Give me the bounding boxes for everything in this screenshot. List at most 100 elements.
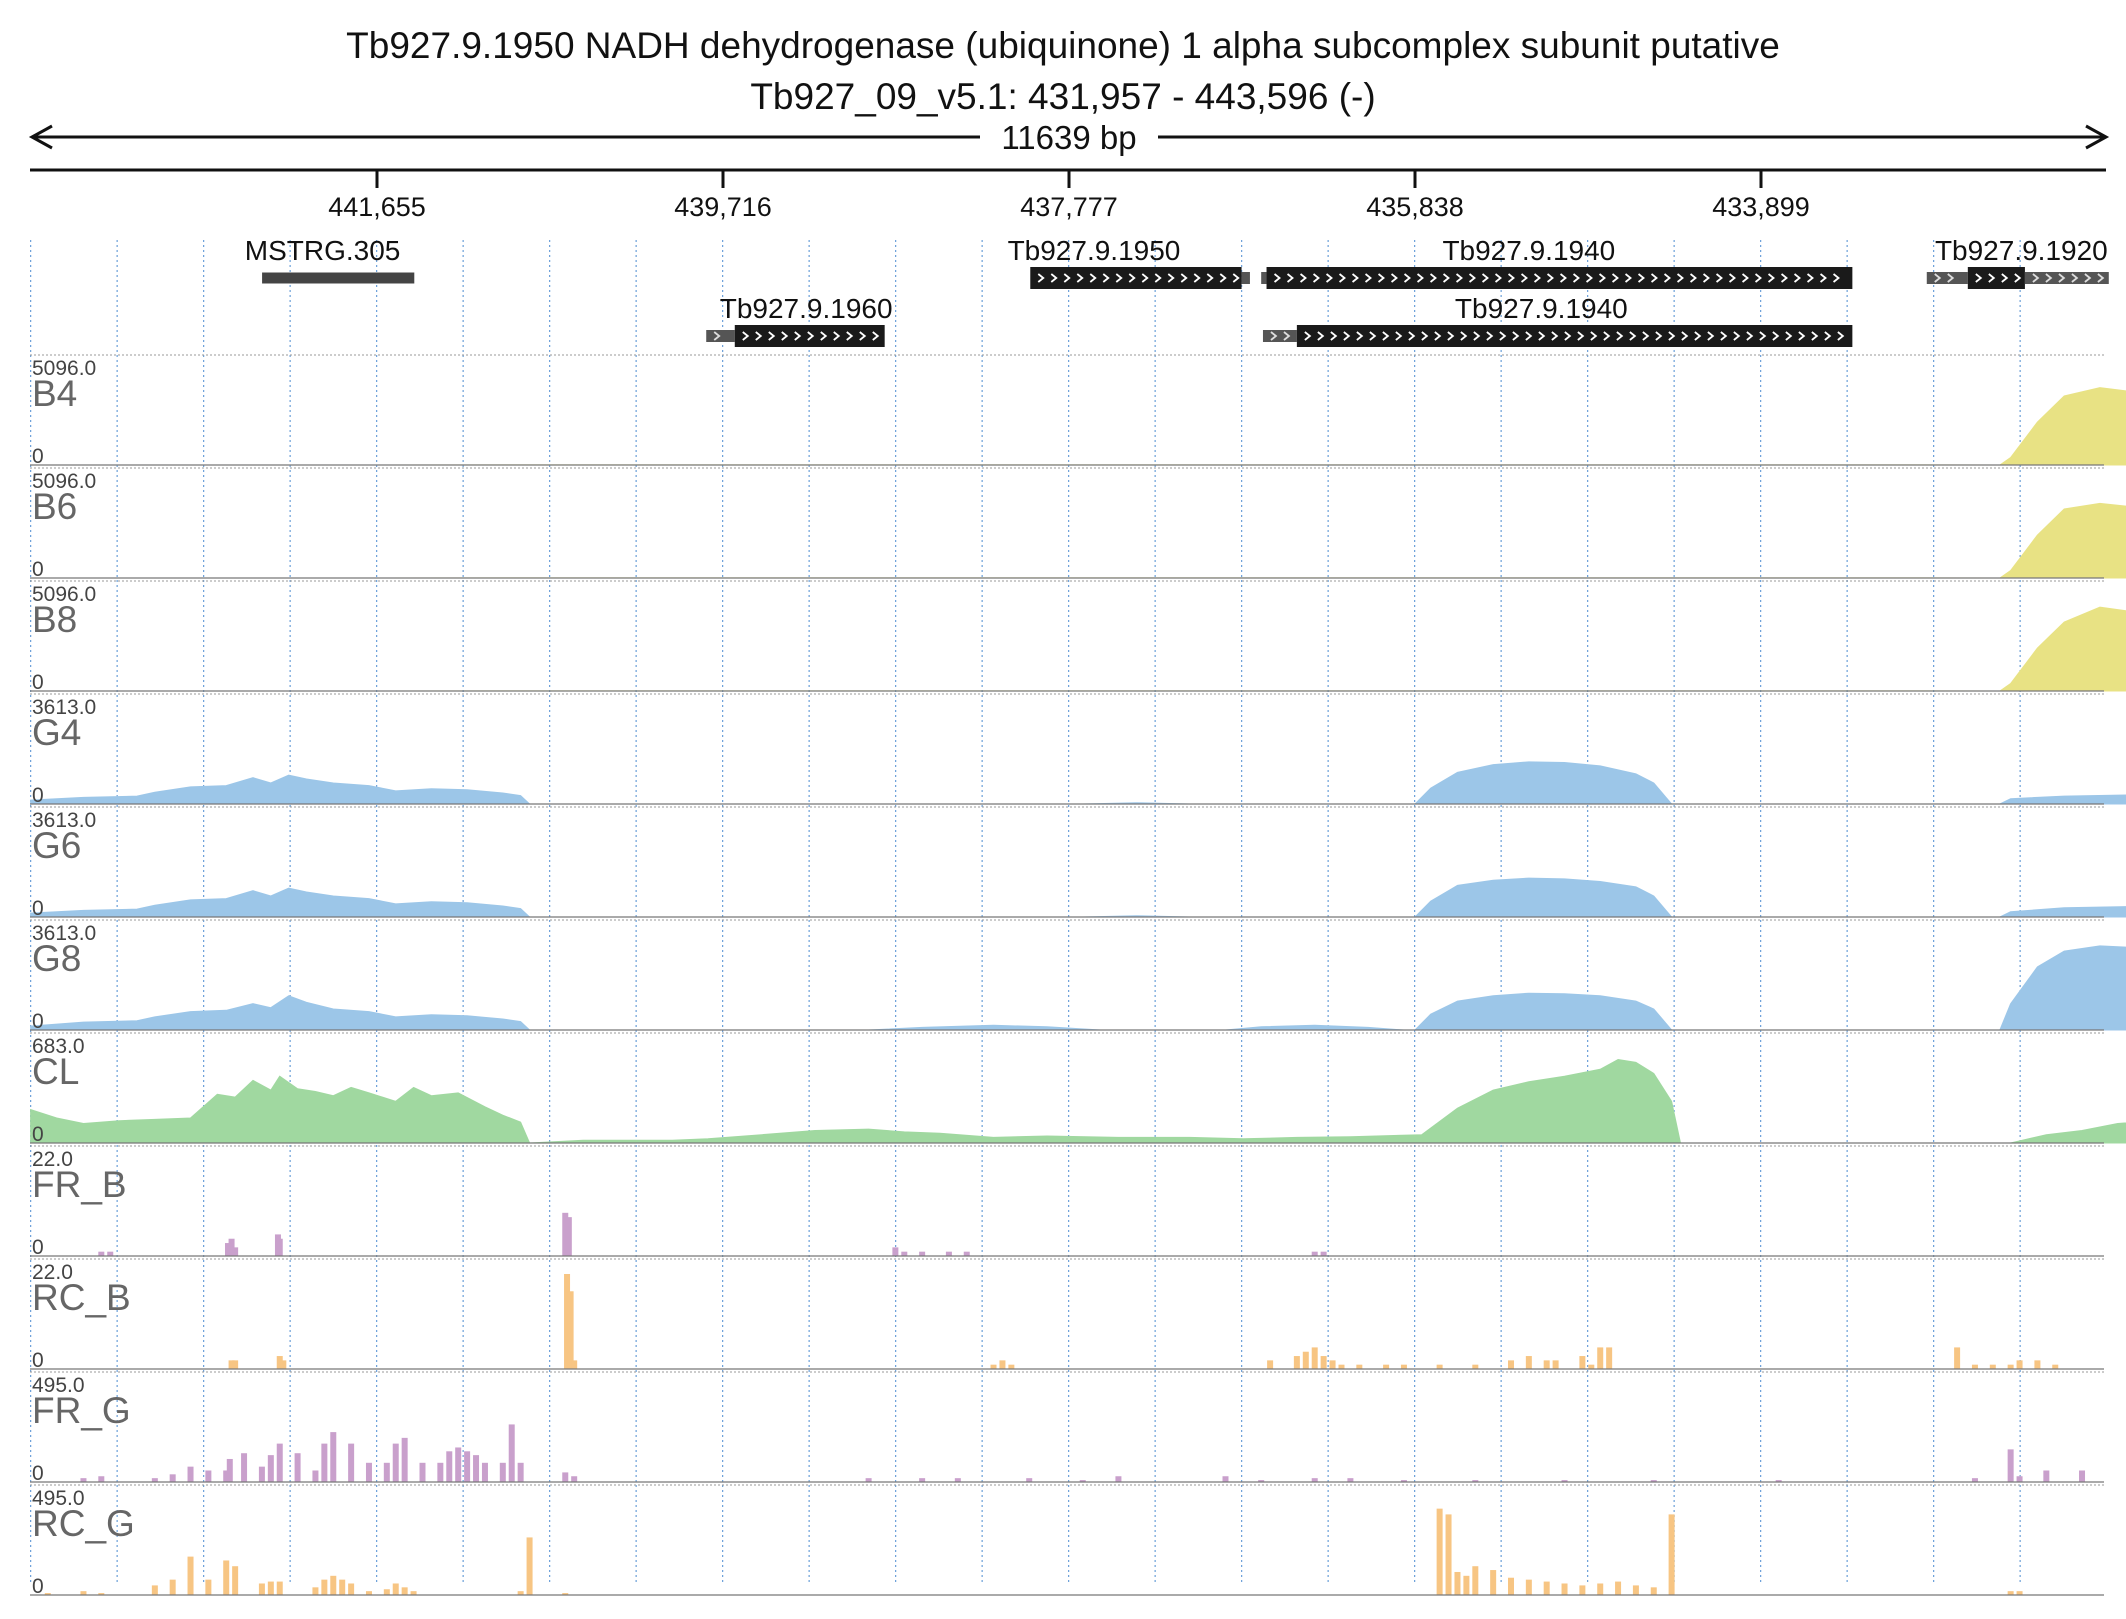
track-max-label: 22.0 (32, 1148, 73, 1171)
strand-chevron (1403, 273, 1411, 283)
track-min-label: 0 (32, 1236, 44, 1259)
track-B8: 5096.0B8 0 (30, 580, 2126, 694)
strand-chevron (1512, 331, 1520, 341)
strand-chevron (1382, 331, 1390, 341)
coverage-bar (312, 1587, 319, 1595)
gene-segment-utr (1241, 272, 1250, 284)
track-name-label: B8 (32, 599, 77, 640)
strand-chevron (1668, 331, 1676, 341)
strand-chevron (1447, 331, 1455, 341)
strand-chevron (872, 331, 880, 341)
strand-chevron (2097, 273, 2105, 283)
strand-chevron (1076, 273, 1084, 283)
coverage-bar (1543, 1581, 1550, 1595)
track-max-label: 5096.0 (32, 470, 96, 493)
coverage-bar (564, 1274, 571, 1369)
coverage-bar (1115, 1476, 1122, 1482)
strand-chevron (1746, 331, 1754, 341)
coverage-area (30, 877, 2126, 918)
strand-chevron (1102, 273, 1110, 283)
track-name-label: FR_B (32, 1164, 127, 1205)
strand-chevron (1037, 273, 1045, 283)
track-name-label: G4 (32, 712, 81, 753)
strand-chevron (1637, 273, 1645, 283)
strand-chevron (768, 331, 776, 341)
coverage-bar (1302, 1351, 1309, 1369)
coverage-bar (1561, 1480, 1568, 1482)
coverage-bar (225, 1243, 232, 1256)
coverage-bar (571, 1360, 578, 1369)
coverage-bar (80, 1591, 87, 1595)
coverage-bar (80, 1478, 87, 1482)
coverage-bar (567, 1291, 574, 1369)
coverage-bar (2007, 1364, 2014, 1369)
coverage-bar (1606, 1347, 1613, 1369)
gene-MSTRG.305[interactable]: MSTRG.305 (245, 235, 415, 284)
coverage-bar (258, 1466, 265, 1482)
strand-chevron (1325, 273, 1333, 283)
coverage-bar (2043, 1470, 2050, 1482)
strand-chevron (1460, 331, 1468, 341)
strand-chevron (1702, 273, 1710, 283)
coverage-bar (2016, 1476, 2023, 1482)
chart-subtitle: Tb927_09_v5.1: 431,957 - 443,596 (-) (750, 76, 1375, 117)
strand-chevron (1689, 273, 1697, 283)
strand-chevron (1611, 273, 1619, 283)
coverage-area (30, 387, 2126, 466)
gene-Tb927.9.1950[interactable]: Tb927.9.1950 (1008, 235, 1250, 289)
strand-chevron (1429, 273, 1437, 283)
coverage-bar (481, 1462, 488, 1482)
strand-chevron (1572, 273, 1580, 283)
coverage-bar (1436, 1508, 1443, 1595)
track-min-label: 0 (32, 1462, 44, 1485)
track-G4: 3613.0G4 0 (30, 693, 2126, 807)
strand-chevron (1421, 331, 1429, 341)
strand-chevron (1369, 331, 1377, 341)
span-scale-bar: 11639 bp (28, 119, 2110, 156)
gene-segment-cds (1030, 267, 1242, 289)
gene-Tb927.9.1940-a[interactable]: Tb927.9.1940 (1261, 235, 1853, 289)
strand-chevron (1546, 273, 1554, 283)
strand-chevron (1128, 273, 1136, 283)
gene-Tb927.9.1960[interactable]: Tb927.9.1960 (706, 293, 893, 347)
strand-chevron (1154, 273, 1162, 283)
track-max-label: 5096.0 (32, 357, 96, 380)
coverage-bar (321, 1443, 328, 1482)
strand-chevron (2032, 273, 2040, 283)
coverage-bar (2007, 1449, 2014, 1482)
coverage-bar (1338, 1364, 1345, 1369)
coverage-bar (223, 1560, 230, 1595)
coverage-bar (280, 1360, 287, 1369)
strand-chevron (1780, 273, 1788, 283)
strand-chevron (1585, 273, 1593, 283)
coverage-bar (455, 1447, 462, 1482)
coverage-bar (437, 1462, 444, 1482)
strand-chevron (1975, 273, 1983, 283)
coverage-bar (565, 1217, 572, 1256)
strand-chevron (820, 331, 828, 341)
track-RC_B: 22.0RC_B 0 (30, 1258, 2104, 1372)
strand-chevron (1650, 273, 1658, 283)
gene-Tb927.9.1920[interactable]: Tb927.9.1920 (1926, 235, 2109, 289)
coordinate-axis: 441,655 439,716 437,777 435,838 433,899 (30, 168, 2106, 222)
coverage-bar (1267, 1360, 1274, 1369)
coverage-bar (999, 1360, 1006, 1369)
strand-chevron (1312, 273, 1320, 283)
coverage-bar (1079, 1480, 1086, 1482)
coverage-bar (258, 1583, 265, 1595)
strand-chevron (1434, 331, 1442, 341)
coverage-bar (1472, 1364, 1479, 1369)
coverage-bar (312, 1470, 319, 1482)
coverage-bar (232, 1360, 239, 1369)
coverage-bar (1668, 1514, 1675, 1595)
gene-Tb927.9.1940-b[interactable]: Tb927.9.1940 (1262, 293, 1853, 347)
strand-chevron (1934, 273, 1942, 283)
strand-chevron (1707, 331, 1715, 341)
track-max-label: 495.0 (32, 1487, 85, 1510)
strand-chevron (2084, 273, 2092, 283)
coverage-bar (2007, 1591, 2014, 1595)
coverage-bar (1008, 1364, 1015, 1369)
track-min-label: 0 (32, 1349, 44, 1372)
strand-chevron (859, 331, 867, 341)
